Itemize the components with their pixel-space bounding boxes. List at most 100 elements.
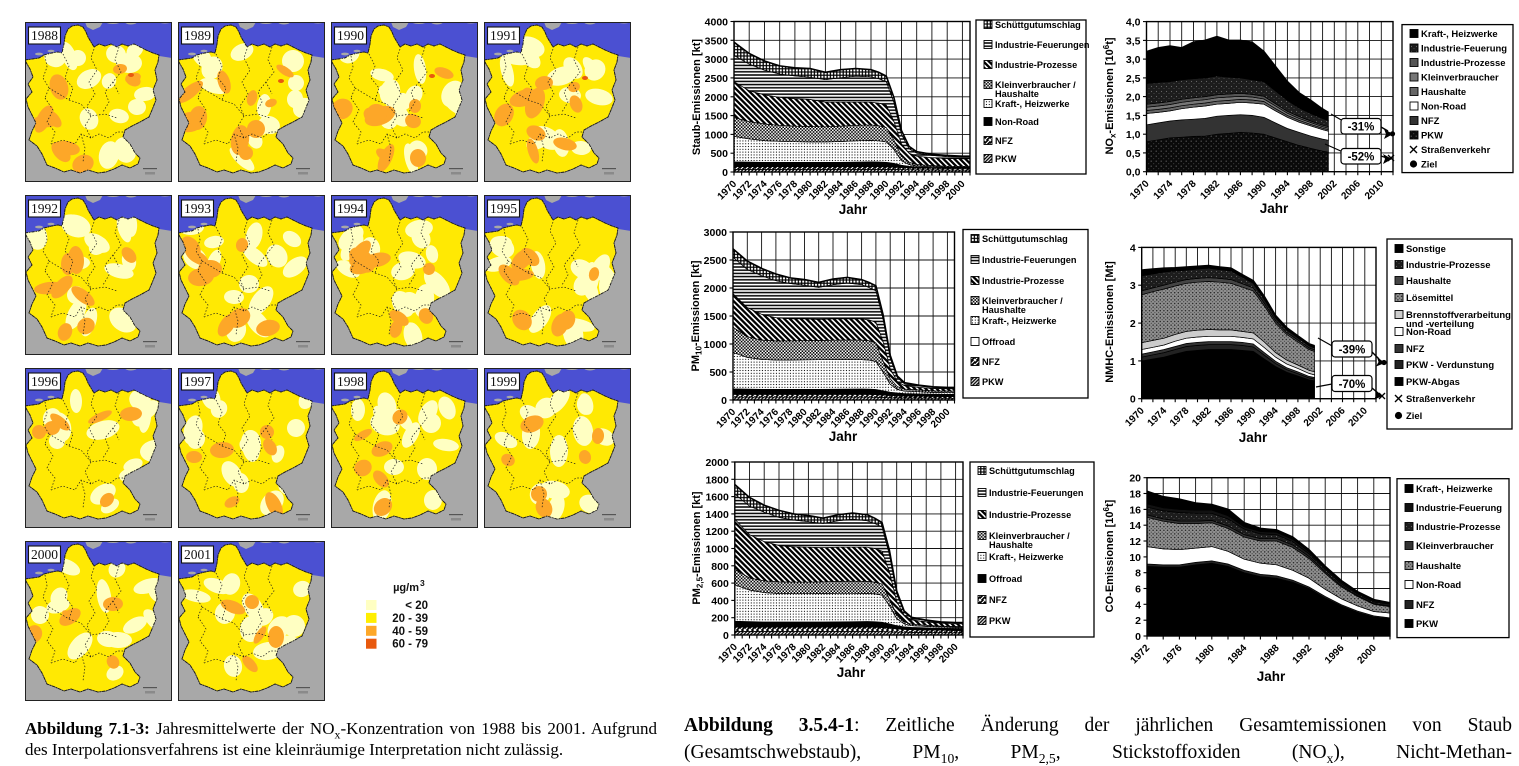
svg-text:16: 16: [1129, 504, 1141, 516]
svg-text:2000: 2000: [704, 283, 728, 295]
svg-text:1982: 1982: [1190, 405, 1214, 429]
svg-text:Haushalte: Haushalte: [982, 305, 1026, 315]
svg-text:0: 0: [721, 395, 727, 407]
svg-text:2000: 2000: [31, 547, 58, 562]
svg-text:1998: 1998: [337, 374, 364, 389]
svg-text:Jahr: Jahr: [837, 665, 866, 680]
svg-text:PM2,5-Emissionen [kt]: PM2,5-Emissionen [kt]: [691, 491, 705, 605]
svg-text:8: 8: [1135, 568, 1141, 580]
svg-text:und -verteilung: und -verteilung: [1406, 319, 1474, 330]
svg-text:1982: 1982: [1199, 178, 1223, 202]
svg-text:1993: 1993: [184, 201, 211, 216]
svg-text:PKW: PKW: [1421, 131, 1443, 142]
svg-text:1984: 1984: [1226, 643, 1250, 667]
svg-text:Kraft-, Heizwerke: Kraft-, Heizwerke: [1416, 484, 1493, 495]
svg-text:Industrie-Prozesse: Industrie-Prozesse: [1421, 58, 1505, 69]
svg-text:1996: 1996: [31, 374, 58, 389]
svg-text:4: 4: [1135, 599, 1141, 611]
svg-text:1978: 1978: [1168, 405, 1192, 429]
svg-text:1996: 1996: [1323, 643, 1347, 667]
svg-text:Jahr: Jahr: [1257, 669, 1286, 684]
svg-text:PKW: PKW: [989, 616, 1011, 626]
svg-text:2002: 2002: [1316, 178, 1340, 202]
svg-text:Haushalte: Haushalte: [1416, 561, 1461, 572]
svg-text:1992: 1992: [31, 201, 58, 216]
svg-text:1978: 1978: [1175, 178, 1199, 202]
svg-text:0: 0: [1135, 631, 1141, 643]
svg-text:500: 500: [710, 148, 728, 160]
svg-text:Kraft-, Heizwerke: Kraft-, Heizwerke: [995, 99, 1070, 109]
svg-text:PKW: PKW: [1416, 619, 1438, 630]
svg-text:2500: 2500: [704, 255, 728, 267]
svg-text:2000: 2000: [705, 457, 729, 469]
svg-text:Straßenverkehr: Straßenverkehr: [1406, 394, 1476, 405]
svg-text:3000: 3000: [705, 54, 729, 66]
svg-text:3,0: 3,0: [1126, 54, 1141, 66]
svg-text:12: 12: [1129, 536, 1141, 548]
svg-text:10: 10: [1129, 552, 1141, 564]
svg-text:Straßenverkehr: Straßenverkehr: [1421, 145, 1491, 156]
svg-text:1200: 1200: [705, 526, 729, 538]
svg-text:Kleinverbraucher /: Kleinverbraucher /: [982, 296, 1063, 306]
svg-text:Kleinverbraucher: Kleinverbraucher: [1416, 541, 1494, 552]
svg-text:Industrie-Feuerung: Industrie-Feuerung: [1421, 44, 1507, 55]
svg-text:-70%: -70%: [1339, 379, 1366, 391]
svg-text:Industrie-Prozesse: Industrie-Prozesse: [989, 510, 1071, 520]
svg-text:Schüttgutumschlag: Schüttgutumschlag: [995, 20, 1081, 30]
svg-text:2006: 2006: [1339, 178, 1363, 202]
svg-text:0: 0: [723, 630, 729, 642]
svg-text:Schüttgutumschlag: Schüttgutumschlag: [989, 466, 1075, 476]
svg-text:1,0: 1,0: [1126, 129, 1141, 141]
svg-text:2500: 2500: [705, 73, 729, 85]
svg-text:0: 0: [1130, 394, 1136, 406]
svg-text:1990: 1990: [1235, 405, 1259, 429]
svg-text:1997: 1997: [184, 374, 211, 389]
svg-text:Non-Road: Non-Road: [1406, 327, 1451, 338]
svg-text:800: 800: [711, 561, 729, 573]
svg-text:Kraft-, Heizwerke: Kraft-, Heizwerke: [1421, 29, 1498, 40]
svg-text:Industrie-Prozesse: Industrie-Prozesse: [1416, 522, 1500, 533]
svg-text:3: 3: [1130, 280, 1136, 292]
svg-text:1998: 1998: [1292, 178, 1316, 202]
svg-text:1995: 1995: [490, 201, 517, 216]
svg-text:2010: 2010: [1346, 405, 1370, 429]
svg-text:1974: 1974: [1146, 405, 1170, 429]
svg-text:PKW - Verdunstung: PKW - Verdunstung: [1406, 360, 1494, 371]
svg-text:1986: 1986: [1213, 405, 1237, 429]
svg-text:1980: 1980: [1193, 643, 1217, 667]
svg-text:1970: 1970: [1128, 178, 1152, 202]
svg-text:NFZ: NFZ: [995, 136, 1013, 146]
svg-text:1000: 1000: [705, 544, 729, 556]
svg-text:Non-Road: Non-Road: [1416, 580, 1461, 591]
svg-text:NFZ: NFZ: [1406, 344, 1425, 355]
svg-text:Offroad: Offroad: [989, 574, 1022, 584]
svg-text:1972: 1972: [1129, 643, 1153, 667]
svg-text:1988: 1988: [1258, 643, 1282, 667]
svg-text:Kleinverbraucher: Kleinverbraucher: [1421, 73, 1499, 84]
svg-text:1998: 1998: [1280, 405, 1304, 429]
svg-text:Jahr: Jahr: [829, 429, 858, 444]
svg-text:2: 2: [1130, 318, 1136, 330]
svg-text:2010: 2010: [1363, 178, 1387, 202]
svg-text:2,0: 2,0: [1126, 92, 1141, 104]
svg-text:0: 0: [722, 167, 728, 179]
svg-text:1994: 1994: [1269, 178, 1293, 202]
svg-text:1974: 1974: [1152, 178, 1176, 202]
svg-text:1990: 1990: [1246, 178, 1270, 202]
svg-text:1970: 1970: [1123, 405, 1147, 429]
svg-text:60 - 79: 60 - 79: [392, 639, 428, 651]
svg-text:18: 18: [1129, 489, 1141, 501]
svg-text:1600: 1600: [705, 492, 729, 504]
svg-text:2000: 2000: [1355, 643, 1379, 667]
svg-text:PKW: PKW: [982, 377, 1004, 387]
svg-text:NFZ: NFZ: [989, 595, 1007, 605]
svg-text:Kraft-, Heizwerke: Kraft-, Heizwerke: [989, 552, 1064, 562]
svg-text:6: 6: [1135, 584, 1141, 596]
svg-text:2002: 2002: [1302, 405, 1326, 429]
svg-text:0,0: 0,0: [1126, 167, 1141, 179]
svg-text:1991: 1991: [490, 28, 517, 43]
svg-text:3,5: 3,5: [1126, 35, 1141, 47]
svg-text:3000: 3000: [704, 227, 728, 239]
svg-text:1986: 1986: [1222, 178, 1246, 202]
svg-text:2001: 2001: [184, 547, 211, 562]
